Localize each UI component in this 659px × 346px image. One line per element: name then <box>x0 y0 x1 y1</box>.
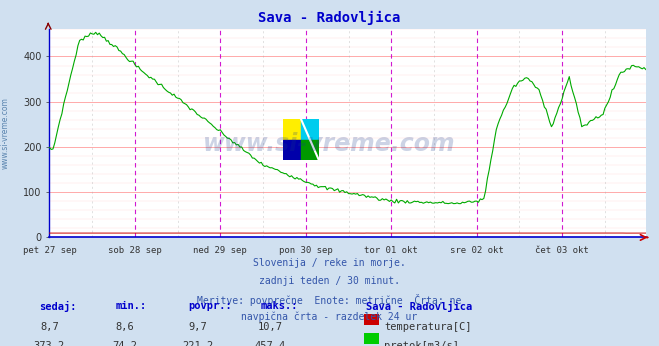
Text: Slovenija / reke in morje.: Slovenija / reke in morje. <box>253 258 406 268</box>
Text: 8,7: 8,7 <box>40 322 59 332</box>
Text: ned 29 sep: ned 29 sep <box>194 246 247 255</box>
Text: navpična črta - razdelek 24 ur: navpična črta - razdelek 24 ur <box>241 312 418 322</box>
Bar <box>283 139 301 160</box>
Text: min.:: min.: <box>115 301 146 311</box>
Text: povpr.:: povpr.: <box>188 301 231 311</box>
Text: tor 01 okt: tor 01 okt <box>364 246 418 255</box>
Text: Meritve: povprečne  Enote: metrične  Črta: ne: Meritve: povprečne Enote: metrične Črta:… <box>197 294 462 306</box>
Text: pet 27 sep: pet 27 sep <box>22 246 76 255</box>
Text: 8,6: 8,6 <box>116 322 134 332</box>
Text: maks.:: maks.: <box>260 301 298 311</box>
Text: sob 28 sep: sob 28 sep <box>108 246 161 255</box>
Text: sedaj:: sedaj: <box>40 301 77 312</box>
Bar <box>301 139 319 160</box>
Text: 9,7: 9,7 <box>188 322 207 332</box>
Text: www.si-vreme.com: www.si-vreme.com <box>203 131 456 156</box>
Text: pretok[m3/s]: pretok[m3/s] <box>384 341 459 346</box>
Text: 373,2: 373,2 <box>34 341 65 346</box>
Text: Sava - Radovljica: Sava - Radovljica <box>258 10 401 25</box>
Text: 10,7: 10,7 <box>258 322 283 332</box>
Text: čet 03 okt: čet 03 okt <box>535 246 589 255</box>
Text: zadnji teden / 30 minut.: zadnji teden / 30 minut. <box>259 276 400 286</box>
Bar <box>301 119 319 139</box>
Text: 74,2: 74,2 <box>113 341 138 346</box>
Text: Sava - Radovljica: Sava - Radovljica <box>366 301 472 312</box>
Text: temperatura[C]: temperatura[C] <box>384 322 472 332</box>
Text: 221,2: 221,2 <box>182 341 214 346</box>
Text: pon 30 sep: pon 30 sep <box>279 246 333 255</box>
Text: 457,4: 457,4 <box>254 341 286 346</box>
Bar <box>283 119 301 139</box>
Text: sre 02 okt: sre 02 okt <box>450 246 503 255</box>
Text: www.si-vreme.com: www.si-vreme.com <box>1 97 10 169</box>
